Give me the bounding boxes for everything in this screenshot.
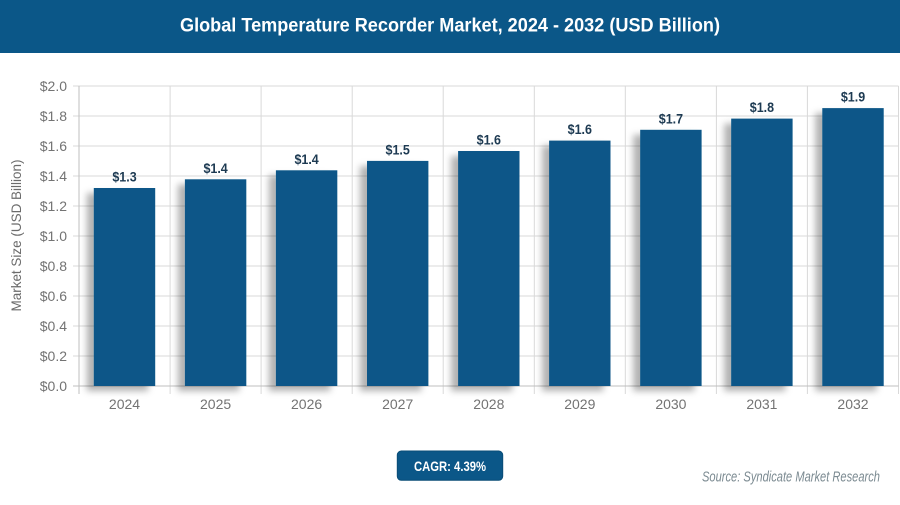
svg-text:$1.3: $1.3 <box>112 170 137 185</box>
svg-text:2029: 2029 <box>564 396 595 412</box>
svg-text:$1.2: $1.2 <box>40 198 67 214</box>
svg-text:$0.0: $0.0 <box>40 378 67 394</box>
svg-text:CAGR: 4.39%: CAGR: 4.39% <box>414 458 486 474</box>
svg-text:Source: Syndicate Market Resea: Source: Syndicate Market Research <box>702 469 880 486</box>
svg-text:$2.0: $2.0 <box>40 78 67 94</box>
svg-text:$0.4: $0.4 <box>40 318 67 334</box>
svg-text:2027: 2027 <box>382 396 413 412</box>
svg-text:2030: 2030 <box>655 396 686 412</box>
svg-text:2025: 2025 <box>200 396 231 412</box>
svg-text:2026: 2026 <box>291 396 322 412</box>
svg-text:2028: 2028 <box>473 396 504 412</box>
svg-text:$1.4: $1.4 <box>294 152 319 167</box>
svg-text:2032: 2032 <box>837 396 868 412</box>
svg-text:$1.5: $1.5 <box>386 142 411 157</box>
svg-text:$1.6: $1.6 <box>40 138 67 154</box>
svg-text:$0.6: $0.6 <box>40 288 67 304</box>
svg-text:$1.8: $1.8 <box>750 100 775 115</box>
svg-text:$0.2: $0.2 <box>40 348 67 364</box>
svg-text:$1.4: $1.4 <box>203 161 228 176</box>
svg-text:$1.7: $1.7 <box>659 111 683 126</box>
svg-text:Market Size (USD Billion): Market Size (USD Billion) <box>8 160 24 312</box>
svg-text:2031: 2031 <box>746 396 777 412</box>
svg-text:$0.8: $0.8 <box>40 258 67 274</box>
svg-text:$1.9: $1.9 <box>841 90 865 105</box>
svg-text:$1.8: $1.8 <box>40 108 67 124</box>
svg-text:$1.6: $1.6 <box>477 133 502 148</box>
svg-text:Global Temperature Recorder Ma: Global Temperature Recorder Market, 2024… <box>180 16 720 37</box>
svg-text:$1.6: $1.6 <box>568 122 593 137</box>
svg-text:$1.0: $1.0 <box>40 228 67 244</box>
svg-text:$1.4: $1.4 <box>40 168 67 184</box>
svg-text:2024: 2024 <box>109 396 140 412</box>
